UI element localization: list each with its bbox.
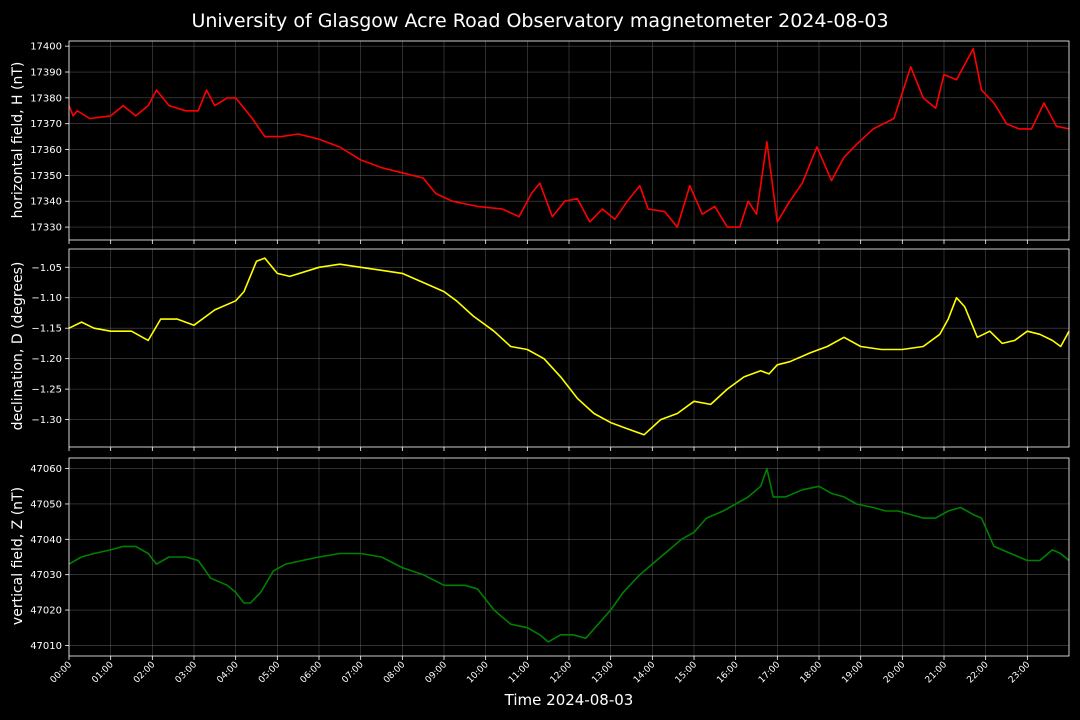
x-tick-label: 04:00 xyxy=(215,660,241,686)
x-tick-label: 15:00 xyxy=(674,660,700,686)
panel-1-ytick-label: 17330 xyxy=(30,223,62,234)
panel-3-ytick-label: 47060 xyxy=(30,464,62,475)
panel-3-ytick-label: 47040 xyxy=(30,535,62,546)
panel-3-series-line xyxy=(68,467,1070,643)
x-tick-label: 08:00 xyxy=(382,660,408,686)
x-tick-label: 05:00 xyxy=(257,660,283,686)
panel-1-frame xyxy=(68,40,1070,241)
x-tick-label: 02:00 xyxy=(132,660,158,686)
panel-3-ytick-label: 47030 xyxy=(30,570,62,581)
x-tick-label: 12:00 xyxy=(549,660,575,686)
x-tick-label: 01:00 xyxy=(90,660,116,686)
panel-2-series-line xyxy=(68,257,1070,436)
x-tick-label: 23:00 xyxy=(1007,660,1033,686)
chart-title: University of Glasgow Acre Road Observat… xyxy=(191,10,889,32)
x-tick-label: 07:00 xyxy=(340,660,366,686)
x-tick-label: 17:00 xyxy=(757,660,783,686)
panel-2-ytick-label: −1.20 xyxy=(31,354,62,365)
panel-3-ytick-label: 47020 xyxy=(30,606,62,617)
panel-1-ytick-label: 17380 xyxy=(30,93,62,104)
panel-1-ytick-label: 17370 xyxy=(30,119,62,130)
x-tick-label: 14:00 xyxy=(632,660,658,686)
panel-2-ytick-label: −1.25 xyxy=(31,385,62,396)
x-tick-label: 16:00 xyxy=(715,660,741,686)
panel-1-ytick-label: 17340 xyxy=(30,197,62,208)
x-tick-label: 21:00 xyxy=(924,660,950,686)
x-tick-label: 10:00 xyxy=(465,660,491,686)
x-tick-label: 18:00 xyxy=(799,660,825,686)
panel-2-ytick-label: −1.10 xyxy=(31,293,62,304)
panel-3-ytick-label: 47050 xyxy=(30,499,62,510)
x-tick-label: 22:00 xyxy=(965,660,991,686)
panel-1-ytick-label: 17390 xyxy=(30,68,62,79)
x-tick-label: 03:00 xyxy=(174,660,200,686)
x-tick-label: 06:00 xyxy=(299,660,325,686)
x-tick-label: 20:00 xyxy=(882,660,908,686)
x-tick-label: 09:00 xyxy=(424,660,450,686)
panel-1-ytick-label: 17350 xyxy=(30,171,62,182)
panel-2-ytick-label: −1.15 xyxy=(31,324,62,335)
panel-3-frame xyxy=(68,457,1070,657)
panel-2-ytick-label: −1.05 xyxy=(31,263,62,274)
panel-1-ytick-label: 17360 xyxy=(30,145,62,156)
panel-2-frame xyxy=(68,248,1070,448)
x-tick-label: 00:00 xyxy=(49,660,75,686)
x-tick-label: 13:00 xyxy=(590,660,616,686)
panel-1-series-line xyxy=(68,47,1070,228)
x-axis-label: Time 2024-08-03 xyxy=(504,691,634,709)
panel-2-ytick-label: −1.30 xyxy=(31,415,62,426)
panel-3-ytick-label: 47010 xyxy=(30,641,62,652)
panel-1-ytick-label: 17400 xyxy=(30,42,62,53)
x-tick-label: 19:00 xyxy=(840,660,866,686)
x-tick-label: 11:00 xyxy=(507,660,533,686)
